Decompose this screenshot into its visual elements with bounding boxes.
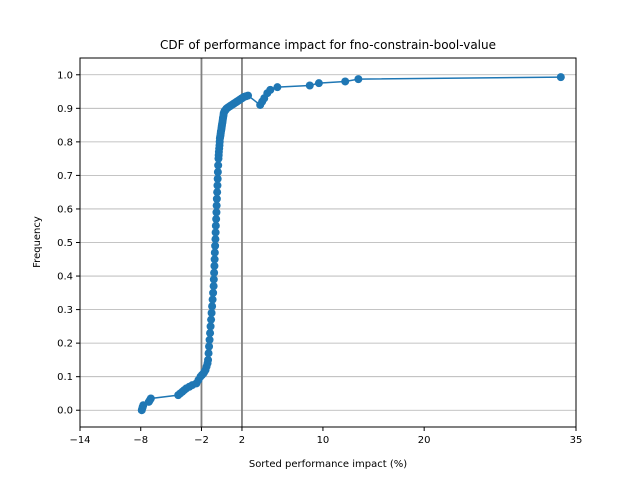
x-tick-label: −8 [133, 435, 148, 446]
x-axis-label: Sorted performance impact (%) [249, 459, 407, 470]
y-axis-ticks: 0.0 0.1 0.2 0.3 0.4 0.5 0.6 0.7 0.8 0.9 1.0 [57, 70, 80, 417]
x-tick-label: 35 [570, 435, 583, 446]
data-point [209, 288, 218, 297]
vertical-lines-layer [200, 58, 243, 427]
data-point [211, 228, 220, 237]
y-tick-label: 0.4 [57, 272, 73, 283]
x-tick-label: 2 [239, 435, 245, 446]
data-point [208, 295, 217, 304]
data-point [204, 355, 213, 364]
y-tick-label: 0.0 [57, 406, 73, 417]
series-layer [137, 73, 565, 415]
data-point [212, 208, 221, 217]
data-point [213, 181, 222, 190]
data-point [209, 275, 218, 284]
data-point [210, 268, 219, 277]
x-tick-label: 20 [418, 435, 431, 446]
chart-title: CDF of performance impact for fno-constr… [160, 38, 496, 52]
y-tick-label: 0.5 [57, 238, 73, 249]
data-point [206, 322, 215, 331]
data-point [354, 75, 363, 84]
y-tick-label: 0.1 [57, 372, 73, 383]
data-point [210, 248, 219, 257]
data-point [266, 85, 275, 94]
x-tick-label: 10 [317, 435, 330, 446]
data-point [213, 168, 222, 177]
data-point [212, 201, 221, 210]
y-tick-label: 0.8 [57, 137, 73, 148]
data-point [207, 315, 216, 324]
data-point [204, 349, 213, 358]
data-point [208, 302, 217, 311]
data-point [210, 255, 219, 264]
y-tick-label: 0.2 [57, 339, 73, 350]
y-tick-label: 0.6 [57, 204, 73, 215]
data-point [207, 308, 216, 317]
data-point [273, 83, 282, 92]
y-tick-label: 1.0 [57, 70, 73, 81]
data-point [305, 81, 314, 90]
data-point [314, 79, 323, 88]
y-tick-label: 0.7 [57, 171, 73, 182]
data-point [214, 161, 223, 170]
data-point [341, 77, 350, 86]
data-point [212, 215, 221, 224]
data-point [213, 188, 222, 197]
y-tick-label: 0.9 [57, 104, 73, 115]
data-point [212, 194, 221, 203]
data-point [205, 335, 214, 344]
data-point [210, 261, 219, 270]
data-point [556, 73, 565, 82]
x-axis-ticks: −14 −8 −2 2 10 20 35 [69, 427, 582, 446]
x-tick-label: −14 [69, 435, 90, 446]
x-tick-label: −2 [194, 435, 209, 446]
data-point [244, 91, 253, 100]
data-point [213, 174, 222, 183]
grid-layer [80, 74, 576, 411]
data-point [146, 394, 155, 403]
data-point [211, 235, 220, 244]
y-tick-label: 0.3 [57, 305, 73, 316]
data-point [205, 342, 214, 351]
data-point [211, 221, 220, 230]
data-point [209, 282, 218, 291]
data-point [211, 241, 220, 250]
data-point [206, 329, 215, 338]
y-axis-label: Frequency [32, 216, 43, 268]
